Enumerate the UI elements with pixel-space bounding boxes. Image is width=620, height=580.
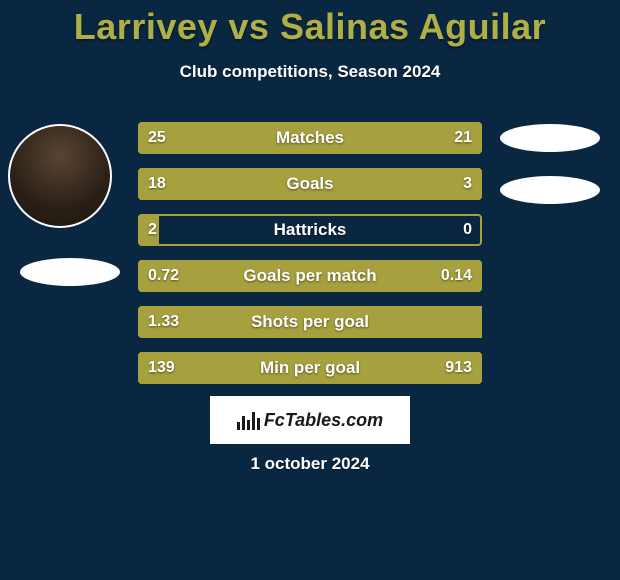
stat-value-left: 2	[148, 214, 157, 246]
stat-value-left: 139	[148, 352, 175, 384]
stat-value-right: 0.14	[441, 260, 472, 292]
bar-fill-left	[138, 260, 427, 292]
stat-value-left: 0.72	[148, 260, 179, 292]
bar-fill-right	[183, 352, 482, 384]
stat-row: 20Hattricks	[138, 214, 482, 246]
stat-row: 183Goals	[138, 168, 482, 200]
stat-value-right: 913	[445, 352, 472, 384]
footer-date: 1 october 2024	[0, 454, 620, 474]
brand-text: FcTables.com	[264, 410, 383, 431]
team-badge-left	[20, 258, 120, 286]
stat-value-right: 3	[463, 168, 472, 200]
stat-row: 139913Min per goal	[138, 352, 482, 384]
page-subtitle: Club competitions, Season 2024	[0, 62, 620, 82]
bar-fill-left	[138, 168, 406, 200]
bar-outline	[138, 214, 482, 246]
stat-value-right: 21	[454, 122, 472, 154]
brand-box: FcTables.com	[210, 396, 410, 444]
bar-fill-left	[138, 306, 482, 338]
stat-value-left: 25	[148, 122, 166, 154]
team-badge-right-1	[500, 124, 600, 152]
page-title: Larrivey vs Salinas Aguilar	[0, 0, 620, 48]
chart-icon	[237, 410, 260, 430]
stat-row: 0.720.14Goals per match	[138, 260, 482, 292]
team-badge-right-2	[500, 176, 600, 204]
stat-value-left: 18	[148, 168, 166, 200]
player-left-avatar	[8, 124, 112, 228]
stat-row: 2521Matches	[138, 122, 482, 154]
stats-bars: 2521Matches183Goals20Hattricks0.720.14Go…	[138, 122, 482, 398]
stat-value-left: 1.33	[148, 306, 179, 338]
stat-value-right: 0	[463, 214, 472, 246]
stat-row: 1.33Shots per goal	[138, 306, 482, 338]
